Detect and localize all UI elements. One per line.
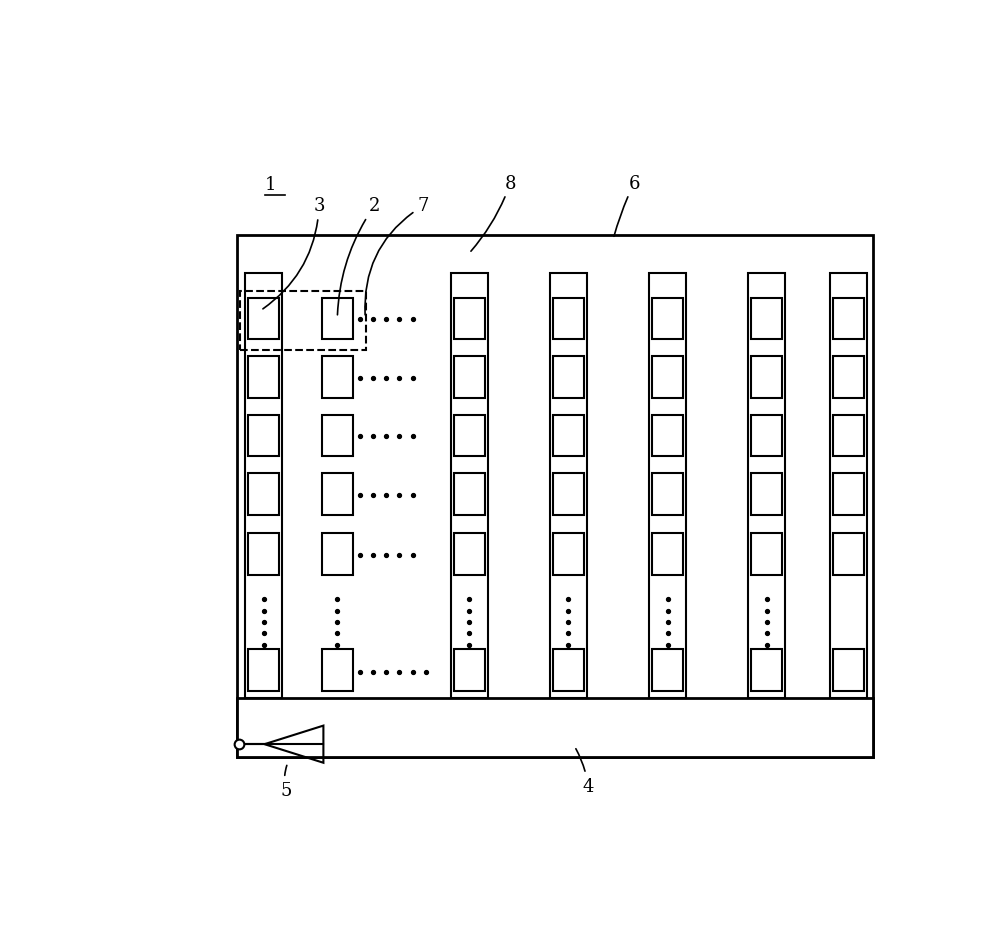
Text: 7: 7	[365, 197, 429, 315]
Bar	[833, 357, 864, 399]
Bar	[751, 534, 782, 575]
Bar	[322, 474, 353, 515]
Bar	[652, 298, 683, 339]
Bar	[454, 474, 485, 515]
Text: 6: 6	[614, 174, 640, 237]
Bar	[652, 474, 683, 515]
Bar	[652, 534, 683, 575]
Text: 2: 2	[337, 197, 380, 315]
Bar	[454, 357, 485, 399]
Bar	[322, 357, 353, 399]
Text: 5: 5	[280, 766, 291, 799]
Bar	[751, 357, 782, 399]
Bar	[751, 474, 782, 515]
Bar	[833, 474, 864, 515]
Bar	[553, 534, 584, 575]
Bar	[240, 292, 366, 350]
Bar	[248, 650, 279, 691]
Bar	[751, 298, 782, 339]
Bar	[553, 474, 584, 515]
Bar	[450, 273, 488, 698]
Bar	[652, 357, 683, 399]
Bar	[248, 357, 279, 399]
Bar	[553, 298, 584, 339]
Bar	[553, 357, 584, 399]
Bar	[248, 534, 279, 575]
Bar	[237, 236, 873, 757]
Bar	[454, 534, 485, 575]
Bar	[248, 415, 279, 457]
Bar	[454, 415, 485, 457]
Bar	[833, 298, 864, 339]
Bar	[748, 273, 785, 698]
Bar	[652, 415, 683, 457]
Bar	[649, 273, 686, 698]
Bar	[454, 298, 485, 339]
Bar	[751, 650, 782, 691]
Text: 1: 1	[264, 176, 276, 194]
Text: 4: 4	[576, 749, 594, 794]
Bar	[553, 415, 584, 457]
Bar	[322, 534, 353, 575]
Bar	[652, 650, 683, 691]
Bar	[553, 650, 584, 691]
Bar	[322, 415, 353, 457]
Bar	[550, 273, 587, 698]
Text: 8: 8	[471, 174, 516, 252]
Bar	[833, 415, 864, 457]
Bar	[322, 650, 353, 691]
Bar	[237, 699, 873, 757]
Bar	[245, 273, 282, 698]
Bar	[454, 650, 485, 691]
Text: 3: 3	[263, 197, 325, 310]
Bar	[833, 650, 864, 691]
Bar	[751, 415, 782, 457]
Bar	[248, 298, 279, 339]
Bar	[830, 273, 867, 698]
Bar	[833, 534, 864, 575]
Bar	[248, 474, 279, 515]
Bar	[322, 298, 353, 339]
